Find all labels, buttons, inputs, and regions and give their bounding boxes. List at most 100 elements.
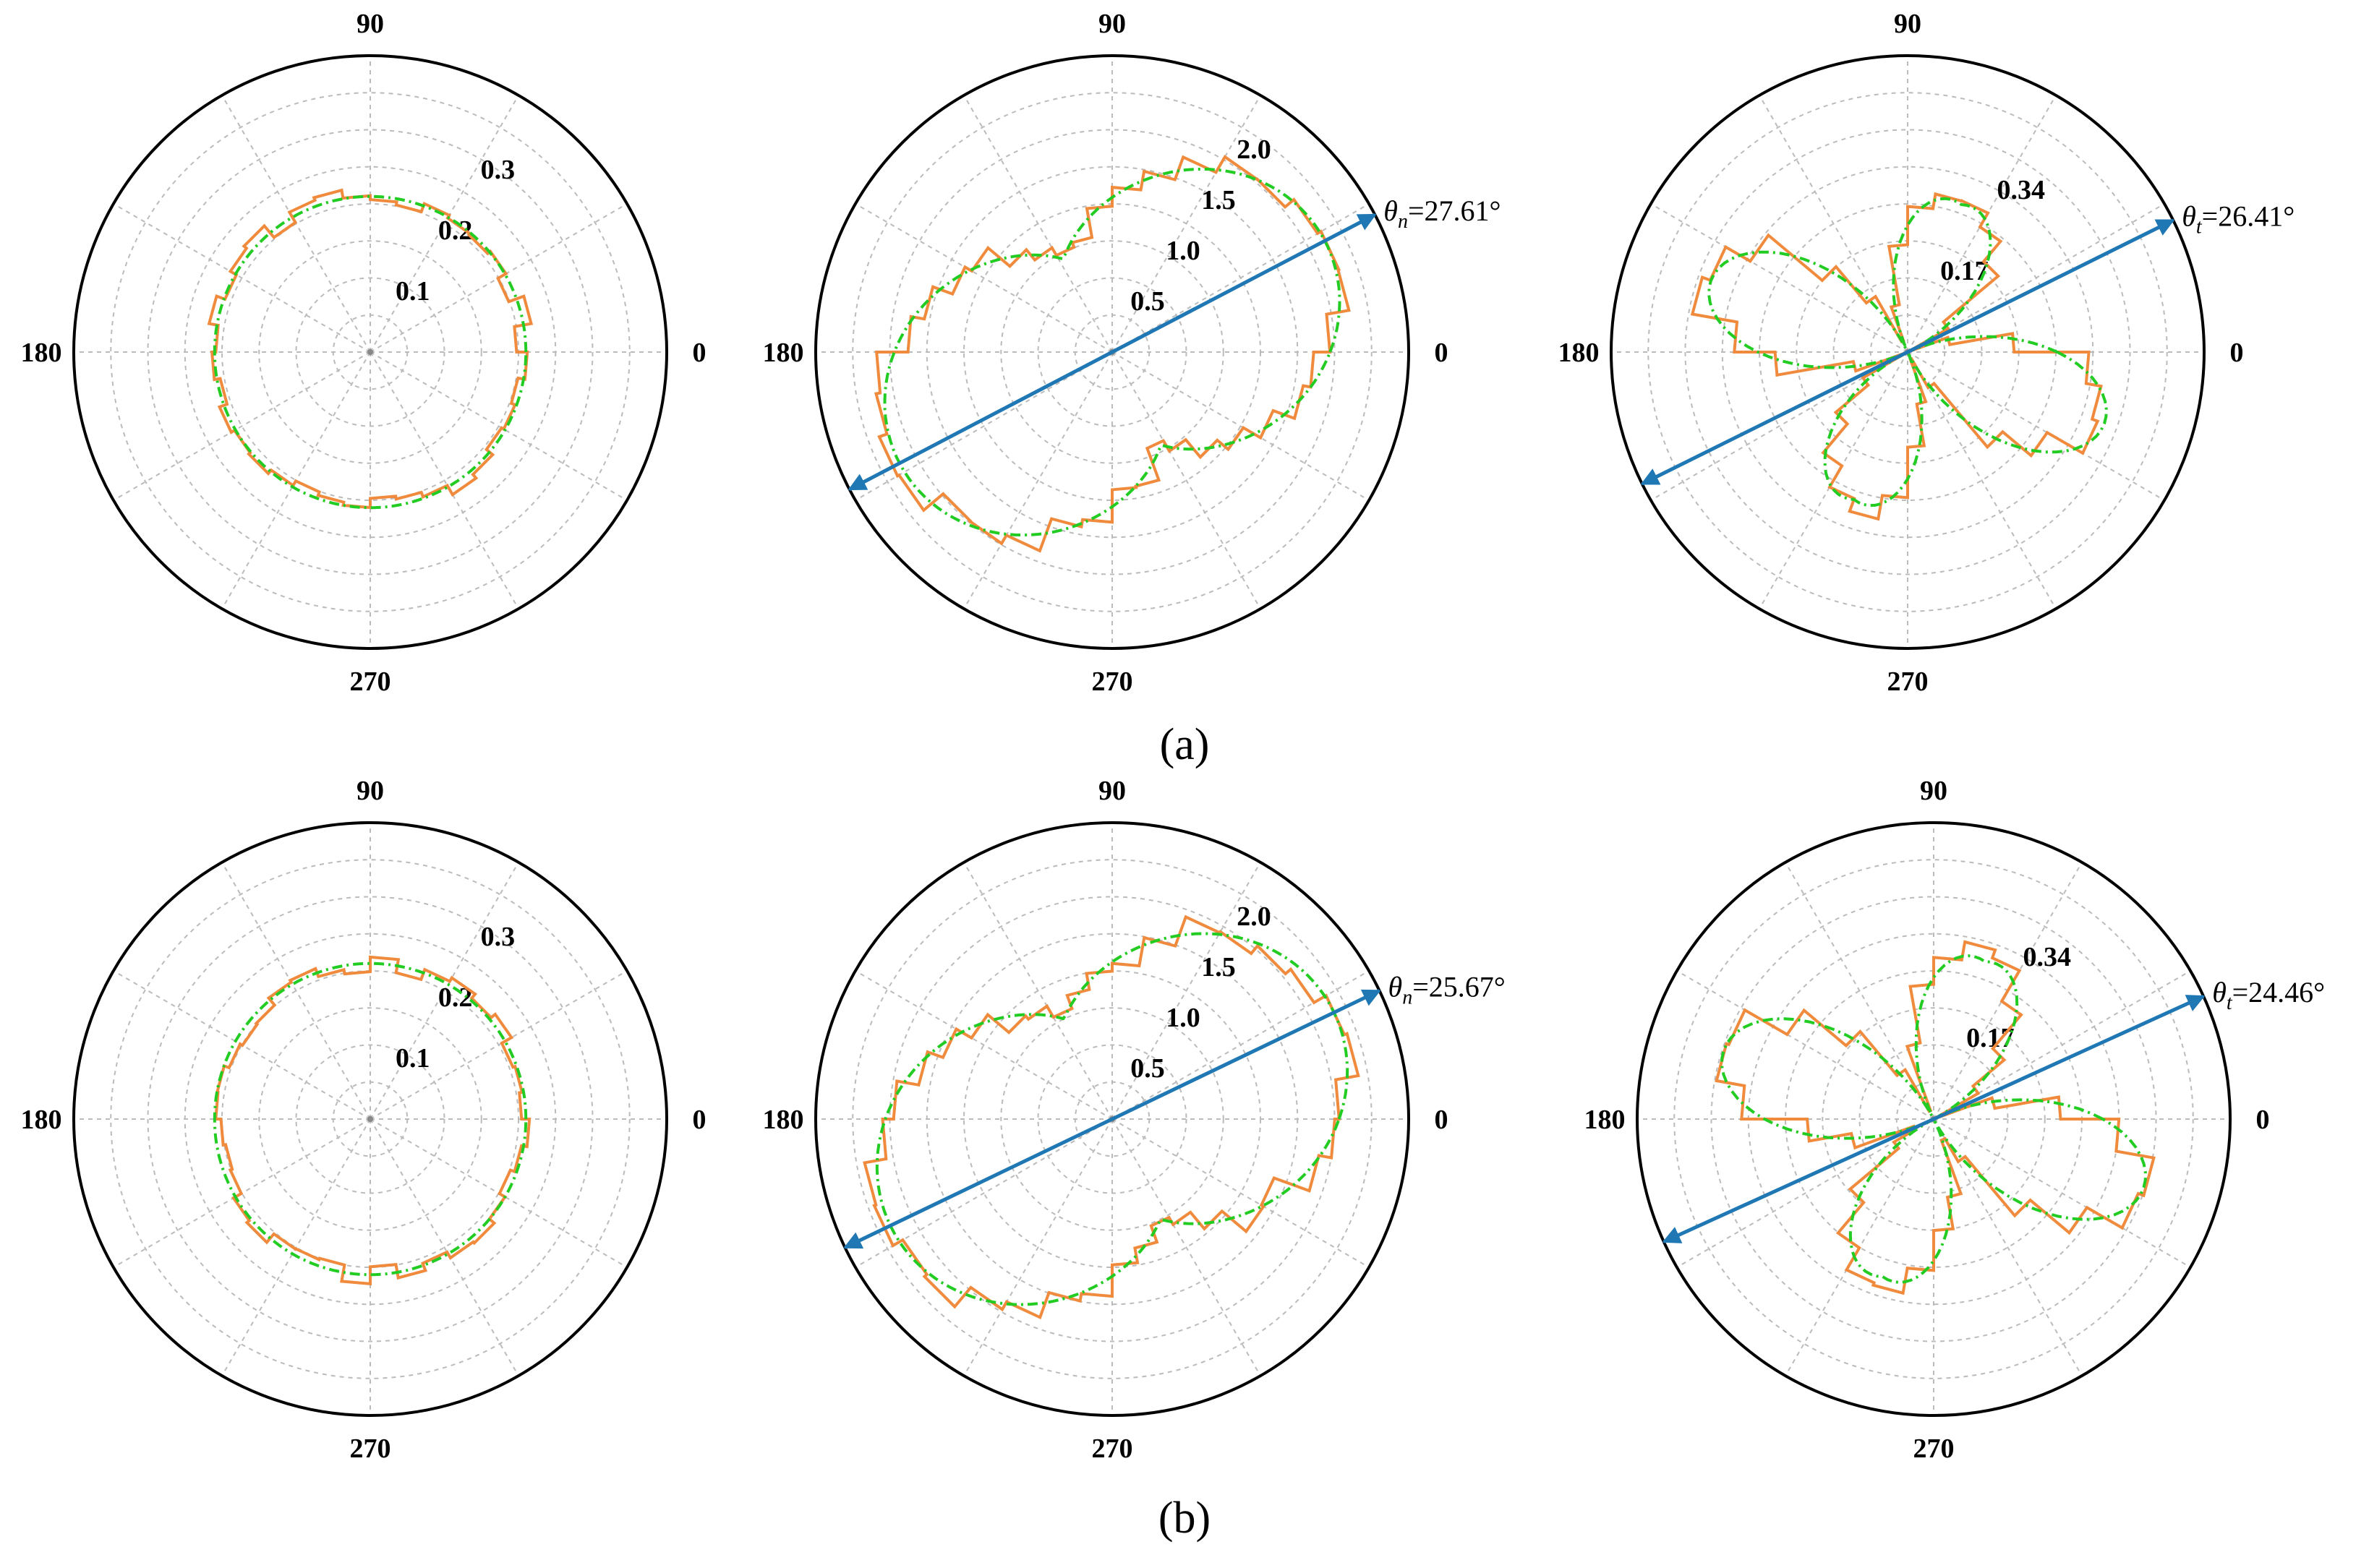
grid-spoke (221, 95, 371, 353)
grid-spoke (370, 351, 519, 609)
angle-tick-label: 90 (1894, 9, 1921, 39)
angle-tick-label: 0 (693, 1105, 707, 1135)
angle-tick-label: 180 (763, 1105, 804, 1135)
grid-spoke (113, 203, 371, 353)
angle-tick-label: 0 (693, 338, 707, 368)
angle-tick-label: 180 (21, 1105, 62, 1135)
grid-spoke (113, 351, 371, 501)
polar-plot-2: 0 90 180 270 0.51.01.52.0 θn=27.61° (763, 9, 1501, 697)
grid-spoke (1650, 203, 1908, 353)
angle-tick-label: 0 (1435, 338, 1448, 368)
grid-spoke (370, 95, 519, 353)
grid-spoke (1933, 1118, 2083, 1376)
polar-frame (814, 821, 1410, 1417)
polar-frame (72, 821, 668, 1417)
principal-direction-arrow (1662, 994, 2206, 1244)
grid-spoke (370, 862, 519, 1120)
grid-spoke (963, 1118, 1113, 1376)
grid-ring (147, 896, 594, 1342)
series-fit-curve (213, 961, 528, 1277)
series-raw-histogram (214, 955, 532, 1286)
polar-origin (367, 349, 373, 355)
radial-tick-label: 0.5 (1130, 1053, 1165, 1084)
angle-tick-label: 0 (2256, 1105, 2270, 1135)
grid-ring (147, 129, 594, 575)
caption-b: (b) (1158, 1494, 1211, 1543)
angle-tick-label: 270 (1092, 667, 1133, 697)
grid-spoke (1907, 351, 2165, 501)
polar-frame (1610, 54, 2206, 650)
grid-ring (110, 859, 631, 1379)
principal-direction-arrow (1640, 218, 2175, 486)
principal-direction-arrow (848, 213, 1377, 492)
radial-tick-label: 1.5 (1201, 952, 1236, 982)
polar-plot-5: 0 90 180 270 0.51.01.52.0 θn=25.67° (763, 776, 1506, 1464)
grid-spoke (370, 351, 628, 501)
angle-tick-label: 180 (21, 338, 62, 368)
angle-tick-label: 90 (1098, 9, 1126, 39)
radial-tick-label: 0.3 (481, 155, 516, 185)
angle-tick-label: 180 (763, 338, 804, 368)
angle-tick-label: 0 (2230, 338, 2244, 368)
grid-spoke (855, 203, 1113, 353)
angle-tick-label: 270 (1887, 667, 1929, 697)
polar-plot-6: 0 90 180 270 0.17 0.34 θt=24.46° (1584, 776, 2326, 1464)
grid-spoke (1933, 1118, 2191, 1268)
radial-tick-label: 2.0 (1237, 901, 1271, 932)
angle-tick-label: 270 (350, 667, 391, 697)
principal-angle-label: θt=24.46° (2212, 976, 2325, 1014)
angle-tick-label: 90 (357, 776, 384, 806)
polar-frame (72, 54, 668, 650)
principal-direction-arrow (843, 989, 1381, 1249)
angle-tick-label: 270 (1913, 1434, 1955, 1464)
grid-spoke (855, 351, 1113, 501)
angle-tick-label: 270 (1092, 1434, 1133, 1464)
radial-tick-label: 0.34 (2023, 942, 2072, 972)
grid-spoke (1111, 970, 1370, 1120)
principal-angle-label: θn=27.61° (1383, 194, 1501, 233)
radial-tick-label: 0.1 (396, 276, 430, 307)
grid-ring (295, 1044, 445, 1194)
grid-spoke (221, 862, 371, 1120)
polar-frame (1636, 821, 2232, 1417)
grid-spoke (1676, 970, 1934, 1120)
radial-tick-label: 0.3 (481, 922, 516, 952)
principal-angle-label: θn=25.67° (1388, 970, 1506, 1008)
grid-ring (258, 240, 482, 464)
grid-spoke (370, 1118, 519, 1376)
radial-tick-label: 0.1 (396, 1043, 430, 1074)
grid-spoke (1111, 351, 1261, 609)
grid-spoke (1111, 203, 1370, 353)
angle-tick-label: 270 (350, 1434, 391, 1464)
angle-tick-label: 90 (1920, 776, 1947, 806)
radial-tick-label: 2.0 (1237, 134, 1271, 165)
radial-tick-label: 0.5 (1130, 286, 1165, 317)
radial-tick-label: 1.5 (1201, 185, 1236, 215)
polar-origin (367, 1116, 373, 1122)
angle-tick-label: 0 (1435, 1105, 1448, 1135)
angle-tick-label: 90 (1098, 776, 1126, 806)
polar-plot-3: 0 90 180 270 0.17 0.34 θt=26.41° (1558, 9, 2295, 697)
radial-tick-label: 0.34 (1997, 175, 2046, 205)
radial-tick-label: 0.17 (1966, 1023, 2015, 1053)
radial-tick-label: 1.0 (1166, 1003, 1200, 1033)
angle-tick-label: 180 (1558, 338, 1600, 368)
angle-tick-label: 180 (1584, 1105, 1626, 1135)
grid-ring (110, 92, 631, 612)
series-raw-histogram (207, 188, 534, 510)
grid-ring (258, 1007, 482, 1231)
series-fit-curve (213, 194, 528, 510)
radial-tick-label: 0.17 (1940, 256, 1989, 286)
grid-spoke (1111, 351, 1370, 501)
grid-spoke (370, 970, 628, 1120)
grid-spoke (1907, 351, 2057, 609)
caption-a: (a) (1160, 720, 1210, 769)
principal-angle-label: θt=26.41° (2182, 200, 2295, 239)
polar-frame (814, 54, 1410, 650)
angle-tick-label: 90 (357, 9, 384, 39)
radial-tick-label: 1.0 (1166, 236, 1200, 266)
grid-ring (295, 277, 445, 427)
